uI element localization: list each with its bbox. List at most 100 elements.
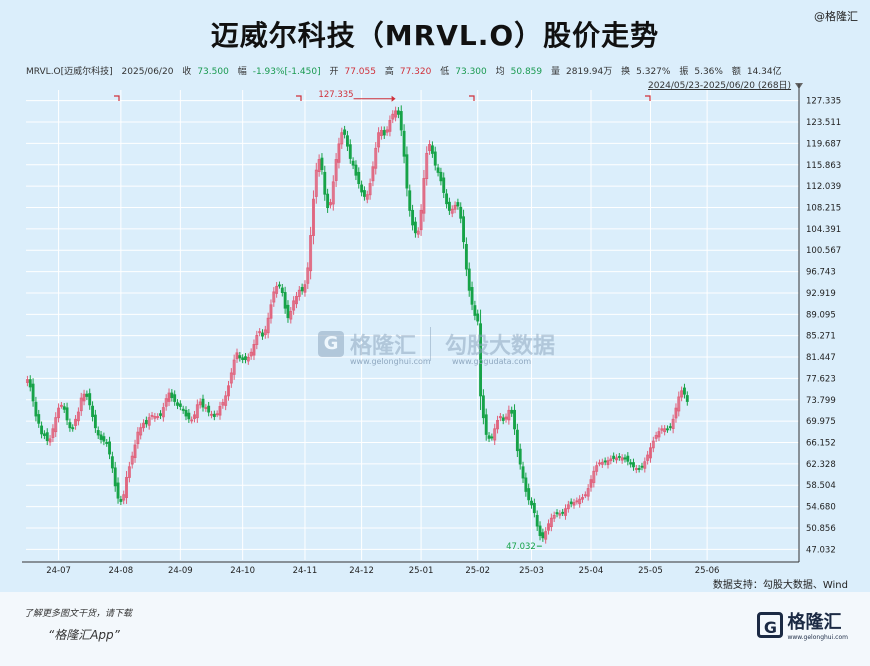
avg-label: 均 (495, 67, 505, 77)
candle-body (396, 110, 400, 115)
watermark-name: 格隆汇 (350, 334, 417, 359)
candle-body (326, 193, 330, 209)
candle-body (144, 419, 148, 425)
candle-body (45, 432, 49, 442)
candle-body (354, 164, 358, 176)
y-tick-label: 96.743 (806, 268, 836, 278)
footer-logo-text: 格隆汇 (787, 612, 842, 633)
candle-body (218, 406, 222, 416)
candle-body (51, 428, 55, 438)
candle-body (552, 514, 556, 519)
candle-body (666, 428, 669, 431)
candle-body (159, 413, 162, 416)
candle-body (76, 411, 80, 422)
y-axis: 127.335 123.511 119.687 115.863 112.039 108.2… (798, 84, 841, 562)
y-tick-label: 104.391 (806, 225, 841, 235)
change-label: 幅 (237, 67, 247, 77)
candle-body (578, 498, 582, 505)
candle-body (184, 409, 188, 417)
candle-body (535, 514, 539, 527)
y-tick-label: 119.687 (806, 139, 841, 149)
candle-body (660, 428, 664, 431)
candle-body (385, 129, 389, 133)
candle-body (615, 457, 618, 461)
candle-body (161, 407, 165, 418)
candle-body (173, 394, 177, 402)
x-tick-label: 24-07 (46, 566, 71, 576)
candle-body (586, 488, 590, 497)
candle-body (490, 436, 494, 439)
close-value: 73.500 (197, 67, 229, 77)
y-tick-label: 127.335 (806, 97, 841, 107)
candlestick-chart: 127.335 123.511 119.687 115.863 112.039 108.2… (22, 84, 841, 576)
candle-body (561, 511, 565, 514)
candle-body (34, 401, 38, 417)
y-tick-label: 89.095 (806, 310, 836, 320)
candle-body (402, 130, 406, 157)
candle-body (430, 145, 434, 154)
candle-body (320, 157, 324, 171)
y-tick-label: 92.919 (806, 289, 836, 299)
x-tick-label: 24-09 (168, 566, 193, 576)
candle-body (411, 209, 415, 226)
candle-body (96, 430, 100, 436)
candle-body (473, 305, 477, 316)
candle-body (640, 465, 644, 468)
candle-body (436, 167, 440, 173)
y-tick-label: 81.447 (806, 353, 836, 363)
avg-value: 50.859 (510, 67, 543, 77)
annotations: 127.335 47.032 (318, 90, 542, 552)
candle-body (558, 513, 562, 516)
candle-body (303, 284, 307, 293)
candle-body (193, 414, 196, 419)
candle-body (249, 351, 253, 357)
candle-body (334, 159, 338, 181)
max-arrow-head (391, 95, 396, 102)
y-tick-label: 69.975 (806, 417, 836, 427)
candle-body (167, 392, 171, 402)
y-tick-label: 54.680 (806, 503, 836, 513)
candle-body (306, 267, 310, 284)
candle-body (340, 132, 344, 145)
candle-body (331, 181, 335, 205)
x-tick-label: 25-03 (519, 566, 544, 576)
candle-body (329, 202, 332, 206)
candle-body (447, 201, 451, 211)
max-label: 127.335 (318, 90, 353, 100)
footer-logo-url: www.gelonghui.com (787, 634, 848, 641)
candle-body (663, 428, 667, 433)
candle-body (62, 406, 66, 410)
candle-body (42, 433, 46, 436)
candle-body (99, 434, 103, 440)
candle-body (504, 416, 508, 420)
candle-body (263, 329, 267, 336)
candle-body (612, 455, 616, 459)
candle-body (425, 152, 429, 179)
footer-logo[interactable]: G 格隆汇 www.gelonghui.com (757, 608, 848, 641)
y-tick-label: 47.032 (806, 545, 836, 555)
candle-body (541, 532, 545, 539)
candle-body (617, 456, 621, 458)
candle-body (252, 344, 256, 356)
y-tick-label: 112.039 (806, 182, 841, 192)
candle-body (235, 352, 239, 360)
candle-body (314, 169, 318, 197)
candle-body (201, 398, 205, 408)
candle-body (518, 448, 522, 465)
x-tick-label: 24-12 (349, 566, 374, 576)
candle-body (170, 392, 174, 398)
candle-body (82, 393, 86, 402)
candle-body (31, 383, 35, 402)
candle-body (646, 454, 650, 461)
candle-body (365, 194, 369, 200)
candle-body (210, 413, 213, 416)
watermark-partner: 勾股大数据 (445, 334, 556, 359)
watermark-name-url: www.gelonghui.com (350, 357, 431, 366)
candle-body (351, 160, 355, 166)
x-tick-label: 25-06 (695, 566, 720, 576)
candle-body (479, 323, 482, 397)
candle-body (198, 401, 202, 406)
candle-body (510, 409, 514, 414)
candle-body (215, 413, 219, 416)
period-mark (296, 95, 302, 101)
